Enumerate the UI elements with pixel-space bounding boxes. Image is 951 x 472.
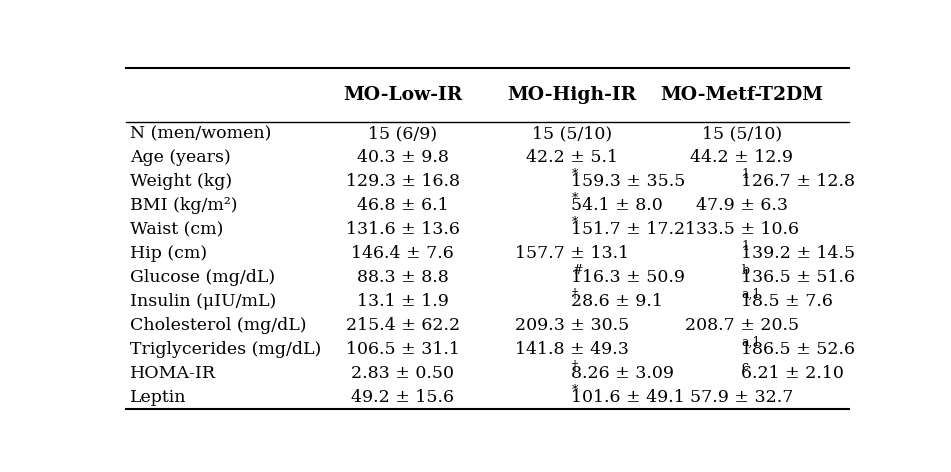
Text: 157.7 ± 13.1: 157.7 ± 13.1: [515, 245, 630, 262]
Text: 1: 1: [742, 240, 749, 253]
Text: #: #: [573, 264, 583, 277]
Text: c: c: [742, 360, 748, 372]
Text: *: *: [573, 192, 578, 205]
Text: 57.9 ± 32.7: 57.9 ± 32.7: [690, 389, 793, 406]
Text: 40.3 ± 9.8: 40.3 ± 9.8: [357, 150, 449, 167]
Text: *: *: [573, 216, 578, 229]
Text: 2.83 ± 0.50: 2.83 ± 0.50: [351, 365, 455, 382]
Text: 46.8 ± 6.1: 46.8 ± 6.1: [357, 197, 449, 214]
Text: 1: 1: [742, 168, 749, 181]
Text: 42.2 ± 5.1: 42.2 ± 5.1: [526, 150, 618, 167]
Text: Leptin: Leptin: [130, 389, 186, 406]
Text: 139.2 ± 14.5: 139.2 ± 14.5: [741, 245, 855, 262]
Text: 131.6 ± 13.6: 131.6 ± 13.6: [346, 221, 459, 238]
Text: 8.26 ± 3.09: 8.26 ± 3.09: [572, 365, 674, 382]
Text: BMI (kg/m²): BMI (kg/m²): [130, 197, 238, 214]
Text: 15 (5/10): 15 (5/10): [532, 126, 612, 143]
Text: 126.7 ± 12.8: 126.7 ± 12.8: [741, 173, 855, 190]
Text: 215.4 ± 62.2: 215.4 ± 62.2: [345, 317, 459, 334]
Text: 15 (5/10): 15 (5/10): [702, 126, 782, 143]
Text: 159.3 ± 35.5: 159.3 ± 35.5: [572, 173, 686, 190]
Text: MO-High-IR: MO-High-IR: [508, 86, 637, 104]
Text: 13.1 ± 1.9: 13.1 ± 1.9: [357, 293, 449, 310]
Text: N (men/women): N (men/women): [130, 126, 271, 143]
Text: 116.3 ± 50.9: 116.3 ± 50.9: [572, 269, 686, 286]
Text: 151.7 ± 17.2: 151.7 ± 17.2: [572, 221, 686, 238]
Text: 6.21 ± 2.10: 6.21 ± 2.10: [741, 365, 844, 382]
Text: 141.8 ± 49.3: 141.8 ± 49.3: [515, 341, 629, 358]
Text: 106.5 ± 31.1: 106.5 ± 31.1: [346, 341, 459, 358]
Text: 47.9 ± 6.3: 47.9 ± 6.3: [696, 197, 787, 214]
Text: 28.6 ± 9.1: 28.6 ± 9.1: [572, 293, 663, 310]
Text: a,1: a,1: [742, 288, 761, 301]
Text: 101.6 ± 49.1: 101.6 ± 49.1: [572, 389, 685, 406]
Text: Glucose (mg/dL): Glucose (mg/dL): [130, 269, 275, 286]
Text: 136.5 ± 51.6: 136.5 ± 51.6: [741, 269, 855, 286]
Text: MO-Low-IR: MO-Low-IR: [343, 86, 462, 104]
Text: 133.5 ± 10.6: 133.5 ± 10.6: [685, 221, 799, 238]
Text: *: *: [573, 168, 578, 181]
Text: 54.1 ± 8.0: 54.1 ± 8.0: [572, 197, 663, 214]
Text: 186.5 ± 52.6: 186.5 ± 52.6: [741, 341, 855, 358]
Text: *: *: [573, 384, 578, 396]
Text: 44.2 ± 12.9: 44.2 ± 12.9: [690, 150, 793, 167]
Text: a,1: a,1: [742, 336, 761, 349]
Text: 49.2 ± 15.6: 49.2 ± 15.6: [351, 389, 455, 406]
Text: MO-Metf-T2DM: MO-Metf-T2DM: [660, 86, 824, 104]
Text: b: b: [742, 264, 749, 277]
Text: Age (years): Age (years): [130, 150, 231, 167]
Text: Hip (cm): Hip (cm): [130, 245, 207, 262]
Text: Triglycerides (mg/dL): Triglycerides (mg/dL): [130, 341, 321, 358]
Text: 146.4 ± 7.6: 146.4 ± 7.6: [351, 245, 454, 262]
Text: 129.3 ± 16.8: 129.3 ± 16.8: [345, 173, 459, 190]
Text: †: †: [573, 288, 578, 301]
Text: Waist (cm): Waist (cm): [130, 221, 223, 238]
Text: 15 (6/9): 15 (6/9): [368, 126, 437, 143]
Text: Insulin (μIU/mL): Insulin (μIU/mL): [130, 293, 276, 310]
Text: 209.3 ± 30.5: 209.3 ± 30.5: [515, 317, 630, 334]
Text: 208.7 ± 20.5: 208.7 ± 20.5: [685, 317, 799, 334]
Text: 18.5 ± 7.6: 18.5 ± 7.6: [741, 293, 833, 310]
Text: HOMA-IR: HOMA-IR: [130, 365, 216, 382]
Text: 88.3 ± 8.8: 88.3 ± 8.8: [357, 269, 449, 286]
Text: †: †: [573, 360, 578, 372]
Text: Weight (kg): Weight (kg): [130, 173, 232, 190]
Text: Cholesterol (mg/dL): Cholesterol (mg/dL): [130, 317, 306, 334]
